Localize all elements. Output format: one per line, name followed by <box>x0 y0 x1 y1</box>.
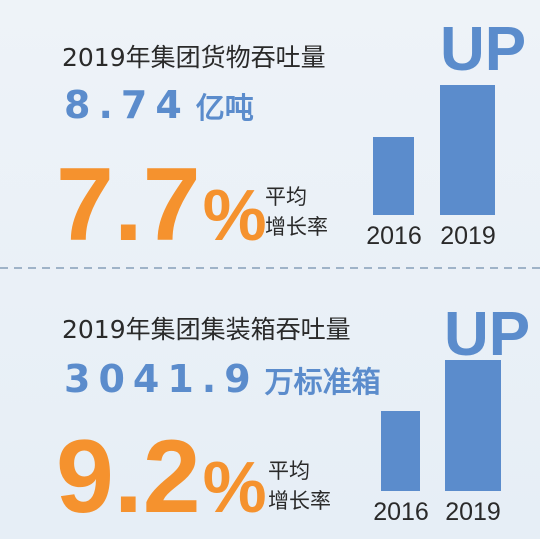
year-label: 2019 <box>445 498 501 526</box>
unit: 亿吨 <box>196 91 254 125</box>
rate-suffix: % <box>203 448 267 528</box>
rate: 9.2 <box>56 419 201 535</box>
bar <box>440 85 495 215</box>
bar <box>373 137 414 215</box>
badge: UP <box>444 300 530 369</box>
rate-label: 平均 <box>265 185 307 209</box>
section-title: 2019年集团货物吞吐量 <box>62 43 326 72</box>
year-label: 2016 <box>366 222 422 250</box>
bar <box>445 360 501 491</box>
unit: 万标准箱 <box>265 365 381 399</box>
section: 2019年集团集装箱吞吐量 3041.9 万标准箱 9.2 % 平均 增长率 U… <box>56 300 530 535</box>
value: 3041.9 <box>64 357 259 401</box>
bar <box>381 411 420 491</box>
rate: 7.7 <box>56 147 201 263</box>
rate-label: 增长率 <box>265 215 328 239</box>
rate-suffix: % <box>203 176 267 256</box>
year-label: 2019 <box>440 222 496 250</box>
badge: UP <box>440 15 526 84</box>
rate-label: 增长率 <box>268 489 331 513</box>
year-label: 2016 <box>373 498 429 526</box>
rate-label: 平均 <box>268 459 310 483</box>
section-title: 2019年集团集装箱吞吐量 <box>62 315 351 344</box>
value: 8.74 <box>64 83 190 127</box>
section: 2019年集团货物吞吐量 8.74 亿吨 7.7 % 平均 增长率 UP 201… <box>56 15 526 263</box>
